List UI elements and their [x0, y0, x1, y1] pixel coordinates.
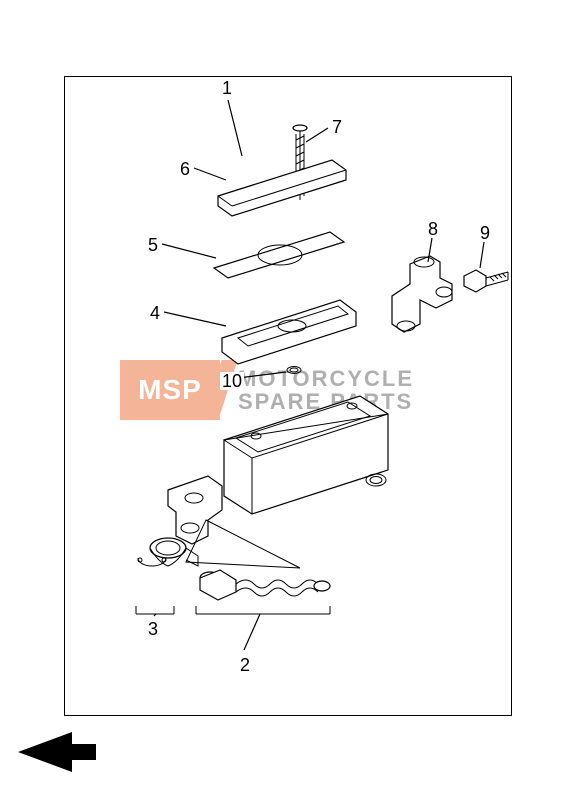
callout-1: 1: [220, 79, 234, 97]
callout-10: 10: [220, 372, 244, 390]
part-cap-6: [218, 160, 346, 216]
part-elbow-8: [392, 256, 452, 332]
callout-6: 6: [178, 160, 192, 178]
part-oring-10: [287, 367, 301, 374]
part-plate-5: [214, 232, 344, 278]
callout-3: 3: [146, 620, 160, 638]
part-reservoir: [224, 396, 388, 514]
callout-4: 4: [148, 304, 162, 322]
direction-arrow-icon: [18, 732, 96, 772]
callout-5: 5: [146, 236, 160, 254]
diagram-root: MSP MOTORCYCLE SPARE PARTS: [0, 0, 584, 800]
callout-7: 7: [330, 118, 344, 136]
drawing-layer: [0, 0, 584, 800]
callout-8: 8: [426, 220, 440, 238]
part-piston-spring-2: [200, 570, 330, 600]
callout-2: 2: [238, 656, 252, 674]
part-bolt-9: [464, 270, 508, 292]
callout-9: 9: [478, 224, 492, 242]
part-diaphragm-4: [222, 300, 356, 364]
sub-bracket: [136, 606, 330, 614]
